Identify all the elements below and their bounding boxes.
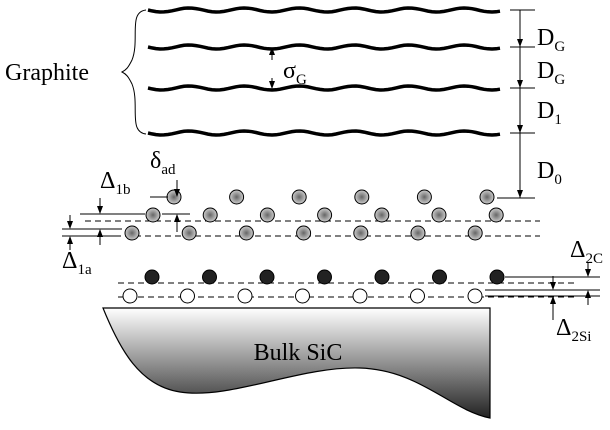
silicon-atom bbox=[353, 289, 367, 303]
adatom bbox=[182, 226, 196, 240]
label-d2si: Δ2Si bbox=[556, 315, 591, 345]
carbon-atom bbox=[433, 270, 447, 284]
adatom bbox=[411, 226, 425, 240]
bulk-label: Bulk SiC bbox=[254, 340, 343, 366]
label-dg: DG bbox=[537, 58, 565, 88]
carbon-atom bbox=[375, 270, 389, 284]
adatom bbox=[297, 226, 311, 240]
adatom bbox=[468, 226, 482, 240]
adatom bbox=[375, 208, 389, 222]
graphite-layer bbox=[148, 131, 500, 135]
adatom bbox=[318, 208, 332, 222]
carbon-atom bbox=[490, 270, 504, 284]
adatom bbox=[417, 190, 431, 204]
silicon-atom bbox=[123, 289, 137, 303]
adatom bbox=[167, 190, 181, 204]
adatom bbox=[239, 226, 253, 240]
carbon-atom bbox=[203, 270, 217, 284]
dimension-dad bbox=[150, 180, 190, 232]
label-d1b: Δ1b bbox=[100, 168, 130, 198]
graphite-layer bbox=[148, 86, 500, 90]
atoms bbox=[123, 190, 504, 303]
brace bbox=[122, 10, 146, 134]
adatom bbox=[260, 208, 274, 222]
graphite-layers bbox=[148, 8, 500, 135]
carbon-atom bbox=[145, 270, 159, 284]
adatom bbox=[480, 190, 494, 204]
adatom bbox=[354, 226, 368, 240]
silicon-atom bbox=[296, 289, 310, 303]
adatom bbox=[230, 190, 244, 204]
graphite-label: Graphite bbox=[5, 60, 89, 86]
adatom bbox=[292, 190, 306, 204]
dimension-d1 bbox=[62, 198, 145, 250]
label-d1a: Δ1a bbox=[62, 248, 92, 278]
graphite-layer bbox=[148, 8, 500, 12]
silicon-atom bbox=[411, 289, 425, 303]
silicon-atom bbox=[238, 289, 252, 303]
dimension-d2 bbox=[485, 262, 600, 320]
silicon-atom bbox=[181, 289, 195, 303]
label-d2c: Δ2C bbox=[570, 237, 603, 267]
adatom bbox=[489, 208, 503, 222]
adatom bbox=[432, 208, 446, 222]
diagram: Graphite DG DG D1 D0 σG δad Δ1b Δ1a Δ2C … bbox=[0, 0, 610, 430]
label-dad: δad bbox=[150, 148, 176, 178]
adatom bbox=[203, 208, 217, 222]
label-d1: D1 bbox=[537, 98, 562, 128]
adatom bbox=[355, 190, 369, 204]
silicon-atom bbox=[468, 289, 482, 303]
carbon-atom bbox=[260, 270, 274, 284]
label-sigma: σG bbox=[283, 58, 307, 88]
label-d0: D0 bbox=[537, 158, 562, 188]
carbon-atom bbox=[318, 270, 332, 284]
label-dg: DG bbox=[537, 25, 565, 55]
adatom bbox=[125, 226, 139, 240]
adatom bbox=[146, 208, 160, 222]
dimension-right bbox=[497, 10, 535, 198]
graphite-layer bbox=[148, 45, 500, 49]
